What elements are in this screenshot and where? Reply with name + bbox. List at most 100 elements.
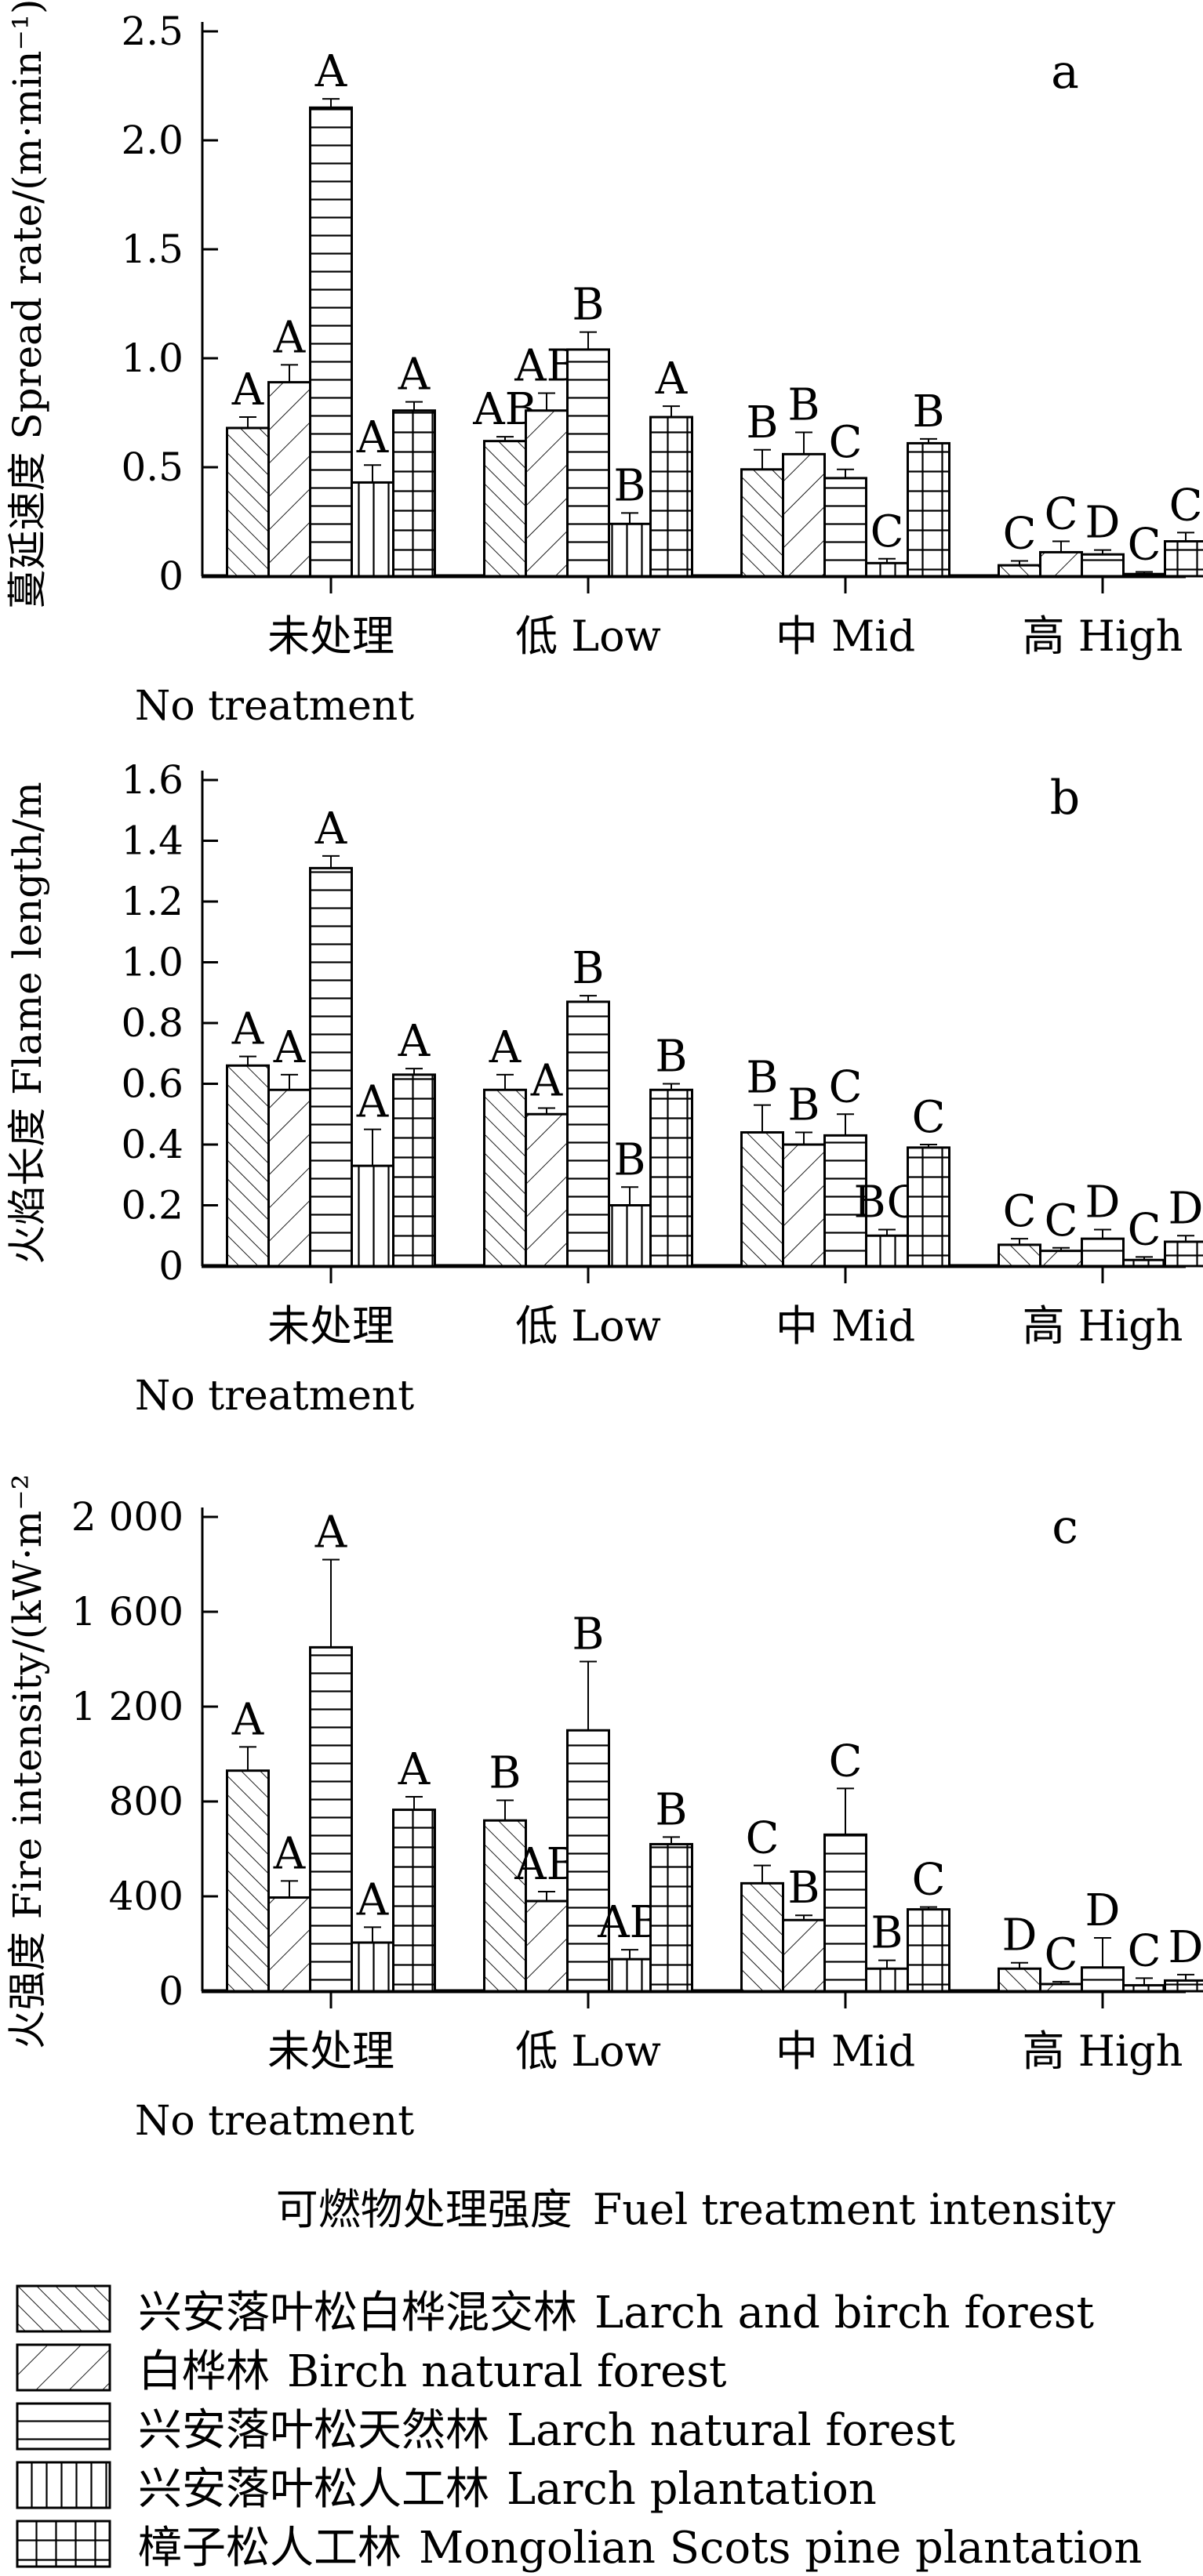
bar-grid-g0 — [394, 1075, 435, 1266]
x-group-label: 高 High — [1023, 2026, 1183, 2076]
y-tick-label: 1.2 — [121, 879, 184, 924]
bar-vert-g2 — [867, 563, 908, 576]
sig-letter: C — [829, 417, 863, 468]
bar-diag-down-g2 — [783, 454, 825, 576]
bar-horiz-g3 — [1082, 554, 1124, 576]
y-tick-label: 1.6 — [121, 757, 184, 803]
sig-letter: B — [613, 1134, 645, 1185]
bar-diag-down-g0 — [269, 383, 311, 576]
y-tick-label: 0.8 — [121, 1000, 184, 1046]
y-axis-title: 蔓延速度 Spread rate/(m·min⁻¹) — [5, 0, 50, 608]
y-axis-title: 火焰长度 Flame length/m — [5, 782, 50, 1264]
sig-letter: A — [314, 46, 347, 97]
sig-letter: B — [655, 1784, 687, 1835]
bar-diag-up-g3 — [999, 565, 1041, 576]
bar-diag-up-g2 — [742, 1133, 783, 1267]
sig-letter: B — [787, 1080, 820, 1131]
x-group-label: 未处理 — [267, 1301, 394, 1351]
sig-letter: A — [398, 1744, 431, 1795]
y-tick-label: 1 200 — [71, 1684, 184, 1729]
sig-letter: B — [489, 1747, 521, 1798]
bar-horiz-g0 — [311, 107, 352, 576]
sig-letter: A — [356, 1077, 389, 1128]
bar-vert-g3 — [1124, 1985, 1165, 1991]
bar-diag-up-g3 — [999, 1968, 1041, 1991]
x-group-label: 低 Low — [515, 2026, 661, 2076]
legend-swatch-vert-icon — [16, 2461, 113, 2511]
bar-diag-up-g0 — [227, 1771, 269, 1991]
y-tick-label: 0.4 — [121, 1122, 184, 1167]
legend-item: 兴安落叶松天然林 Larch natural forest — [0, 2397, 1203, 2456]
bar-diag-up-g2 — [742, 470, 783, 576]
legend-swatch-grid-icon — [16, 2520, 113, 2570]
bar-grid-g1 — [651, 1844, 692, 1991]
y-tick-label: 0.2 — [121, 1183, 184, 1228]
sig-letter: A — [314, 804, 347, 854]
sig-letter: B — [655, 1032, 687, 1083]
legend-label-en: Larch plantation — [507, 2464, 877, 2515]
bar-diag-down-g3 — [1041, 1984, 1082, 1991]
legend-item: 兴安落叶松人工林 Larch plantation — [0, 2456, 1203, 2515]
sig-letter: A — [231, 1694, 264, 1745]
bar-diag-down-g1 — [526, 1901, 568, 1991]
bar-grid-g1 — [651, 1090, 692, 1266]
bar-diag-up-g3 — [999, 1245, 1041, 1266]
legend-label-en: Larch natural forest — [507, 2405, 955, 2456]
sig-letter: C — [1045, 1929, 1078, 1980]
bar-vert-g1 — [609, 1959, 651, 1991]
sig-letter: D — [1085, 1177, 1121, 1228]
sig-letter: C — [829, 1061, 863, 1112]
bar-grid-g3 — [1165, 1980, 1203, 1991]
sig-letter: A — [273, 1828, 306, 1879]
bar-grid-g0 — [394, 1810, 435, 1991]
sig-letter: C — [746, 1813, 780, 1864]
sig-letter: D — [1168, 1922, 1203, 1973]
sig-letter: B — [787, 1863, 820, 1914]
bar-diag-down-g2 — [783, 1920, 825, 1991]
sig-letter: C — [1003, 1186, 1037, 1237]
legend-label-cn: 兴安落叶松天然林 — [138, 2405, 489, 2456]
legend-label-cn: 兴安落叶松白桦混交林 — [138, 2288, 577, 2338]
bar-diag-down-g0 — [269, 1898, 311, 1991]
sig-letter: A — [655, 354, 688, 405]
bar-diag-down-g2 — [783, 1145, 825, 1266]
y-tick-label: 1.0 — [121, 336, 184, 381]
sig-letter: A — [530, 1056, 563, 1107]
y-tick-label: 0 — [158, 1243, 184, 1289]
bar-horiz-g2 — [825, 1834, 867, 1991]
x-group-label: 中 Mid — [776, 611, 915, 661]
sig-letter: C — [1045, 1195, 1078, 1246]
x-group-sublabel: No treatment — [135, 1373, 414, 1420]
x-group-label: 中 Mid — [776, 1301, 915, 1351]
legend-label: 兴安落叶松人工林 Larch plantation — [138, 2454, 877, 2517]
legend-label-cn: 兴安落叶松人工林 — [138, 2464, 489, 2515]
sig-letter: B — [746, 397, 778, 448]
sig-letter: C — [1128, 1204, 1161, 1255]
sig-letter: A — [314, 1507, 347, 1558]
bar-vert-g0 — [352, 1943, 394, 1991]
y-tick-label: 0 — [158, 1968, 184, 2014]
y-tick-label: 0.6 — [121, 1061, 184, 1107]
x-group-label: 高 High — [1023, 1301, 1183, 1351]
x-group-label: 高 High — [1023, 611, 1183, 661]
panel-letter: c — [1052, 1500, 1078, 1555]
sig-letter: B — [787, 380, 820, 431]
bar-vert-g2 — [867, 1235, 908, 1266]
sig-letter: C — [1169, 480, 1203, 531]
sig-letter: A — [273, 1022, 306, 1073]
legend-label-en: Birch natural forest — [287, 2346, 727, 2397]
sig-letter: B — [613, 460, 645, 511]
bar-grid-g2 — [908, 1148, 950, 1266]
x-group-sublabel: No treatment — [135, 683, 414, 730]
sig-letter: C — [912, 1855, 946, 1906]
y-tick-label: 2.5 — [121, 9, 184, 54]
sig-letter: C — [912, 1092, 946, 1143]
bar-grid-g2 — [908, 443, 950, 576]
x-group-sublabel: No treatment — [135, 2098, 414, 2145]
